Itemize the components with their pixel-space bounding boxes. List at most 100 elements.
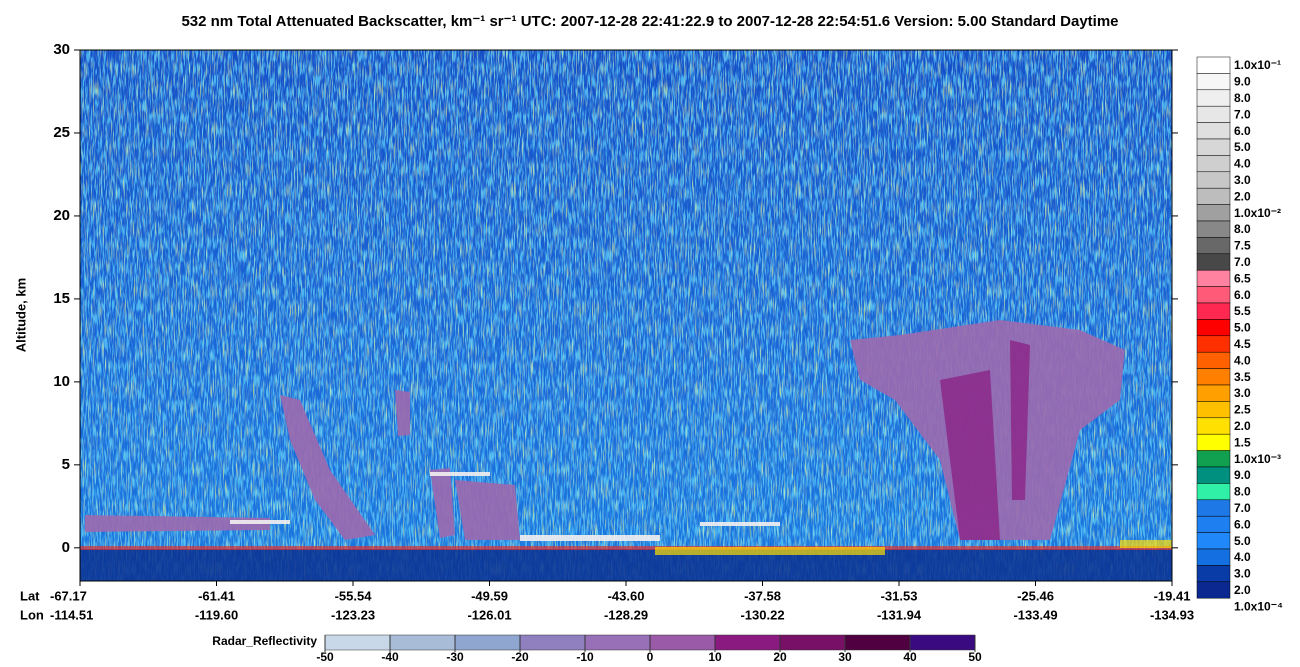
colorbar-block (1196, 319, 1231, 337)
x-tick-label: -131.94 (877, 607, 922, 622)
colorbar-block (1196, 171, 1231, 189)
radar-colorbar-block (649, 634, 716, 651)
radar-colorbar-block (519, 634, 586, 651)
colorbar-block (1196, 302, 1231, 320)
x-tick-label: -19.41 (1154, 588, 1191, 603)
radar-colorbar-title: Radar_Reflectivity (212, 634, 317, 648)
colorbar-block (1196, 515, 1231, 533)
radar-colorbar-block (714, 634, 781, 651)
colorbar-label: 2.0 (1234, 189, 1251, 203)
radar-colorbar-block (324, 634, 391, 651)
colorbar-block (1196, 138, 1231, 156)
x-tick-label: -123.23 (331, 607, 375, 622)
colorbar-label: 7.5 (1234, 239, 1251, 253)
chart-title: 532 nm Total Attenuated Backscatter, km⁻… (181, 13, 1118, 30)
colorbar-label: 2.0 (1234, 583, 1251, 597)
colorbar-block (1196, 73, 1231, 91)
colorbar-block (1196, 253, 1231, 271)
radar-tick-label: -40 (381, 650, 399, 664)
colorbar-label: 4.0 (1234, 550, 1251, 564)
radar-tick-label: 20 (773, 650, 787, 664)
x-tick-label: -133.49 (1013, 607, 1057, 622)
y-tick-label: 25 (53, 124, 70, 141)
colorbar-label: 1.0x10⁻³ (1234, 452, 1281, 466)
colorbar-block (1196, 204, 1231, 222)
colorbar-label: 4.0 (1234, 353, 1251, 367)
colorbar-block (1196, 56, 1231, 74)
y-tick-label: 15 (53, 290, 70, 307)
colorbar-label: 7.0 (1234, 107, 1251, 121)
radar-colorbar-block (584, 634, 651, 651)
x-tick-label: -61.41 (198, 588, 235, 603)
radar-tick-label: 40 (903, 650, 917, 664)
colorbar-block (1196, 450, 1231, 468)
colorbar-block (1196, 89, 1231, 107)
y-tick-label: 30 (53, 41, 70, 58)
x-tick-label: -37.58 (744, 588, 781, 603)
colorbar-block (1196, 466, 1231, 484)
x-tick-label: -67.17 (50, 588, 87, 603)
colorbar-label: 6.5 (1234, 271, 1251, 285)
colorbar-block (1196, 548, 1231, 566)
colorbar-block (1196, 433, 1231, 451)
colorbar-label: 6.0 (1234, 124, 1251, 138)
colorbar-block (1196, 581, 1231, 599)
colorbar-label: 8.0 (1234, 485, 1251, 499)
colorbar-block (1196, 335, 1231, 353)
radar-tick-label: -50 (316, 650, 334, 664)
x-tick-label: -49.59 (471, 588, 508, 603)
colorbar-block (1196, 155, 1231, 173)
colorbar-label: 5.0 (1234, 140, 1251, 154)
colorbar-block (1196, 237, 1231, 255)
radar-tick-label: 30 (838, 650, 852, 664)
colorbar-block (1196, 565, 1231, 583)
colorbar-block (1196, 483, 1231, 501)
colorbar-block (1196, 351, 1231, 369)
x-tick-label: -128.29 (604, 607, 648, 622)
colorbar-label: 1.0x10⁻¹ (1234, 58, 1281, 72)
colorbar-label: 3.5 (1234, 370, 1251, 384)
colorbar-block (1196, 384, 1231, 402)
colorbar-block (1196, 499, 1231, 517)
radar-colorbar-block (844, 634, 911, 651)
radar-tick-label: -10 (576, 650, 594, 664)
radar-tick-label: -30 (446, 650, 464, 664)
colorbar-label: 3.0 (1234, 567, 1251, 581)
x-row-name: Lon (20, 607, 44, 622)
radar-colorbar-block (389, 634, 456, 651)
colorbar-label: 7.0 (1234, 255, 1251, 269)
colorbar-label: 1.5 (1234, 435, 1251, 449)
radar-colorbar-block (909, 634, 976, 651)
plot-image (80, 50, 1172, 581)
x-tick-label: -119.60 (195, 607, 238, 622)
x-tick-label: -25.46 (1017, 588, 1054, 603)
colorbar-label: 1.0x10⁻² (1234, 206, 1281, 220)
colorbar-label: 5.0 (1234, 534, 1251, 548)
x-row-name: Lat (20, 588, 40, 603)
colorbar-label: 1.0x10⁻⁴ (1234, 599, 1283, 613)
colorbar-block (1196, 122, 1231, 140)
colorbar-label: 2.0 (1234, 419, 1251, 433)
x-tick-label: -55.54 (335, 588, 373, 603)
y-tick-label: 10 (53, 373, 70, 390)
radar-colorbar-block (454, 634, 521, 651)
x-tick-label: -31.53 (881, 588, 918, 603)
colorbar-label: 5.5 (1234, 304, 1251, 318)
colorbar-block (1196, 105, 1231, 123)
x-tick-label: -134.93 (1150, 607, 1194, 622)
x-tick-label: -43.60 (608, 588, 645, 603)
colorbar-block (1196, 220, 1231, 238)
x-tick-label: -130.22 (740, 607, 784, 622)
radar-colorbar-block (779, 634, 846, 651)
colorbar-block (1196, 401, 1231, 419)
y-tick-label: 0 (62, 539, 70, 556)
radar-tick-label: 10 (708, 650, 722, 664)
colorbar-label: 6.0 (1234, 517, 1251, 531)
radar-tick-label: 50 (968, 650, 982, 664)
y-tick-label: 20 (53, 207, 70, 224)
colorbar-label: 7.0 (1234, 501, 1251, 515)
colorbar-label: 9.0 (1234, 468, 1251, 482)
colorbar-label: 2.5 (1234, 403, 1251, 417)
colorbar-label: 3.0 (1234, 173, 1251, 187)
